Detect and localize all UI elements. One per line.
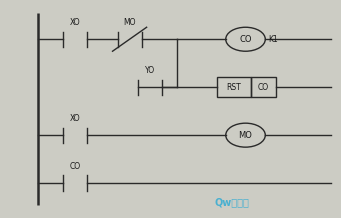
- Text: CO: CO: [258, 83, 269, 92]
- Text: XO: XO: [70, 18, 80, 27]
- Bar: [217, 77, 251, 97]
- Text: CO: CO: [239, 35, 252, 44]
- Text: MO: MO: [239, 131, 252, 140]
- Text: XO: XO: [70, 114, 80, 123]
- Text: RST: RST: [226, 83, 241, 92]
- Text: YO: YO: [145, 66, 155, 75]
- Text: Qw日月辰: Qw日月辰: [214, 197, 249, 207]
- Bar: [251, 77, 276, 97]
- Text: CO: CO: [70, 162, 80, 171]
- Text: K1: K1: [269, 35, 279, 44]
- Text: MO: MO: [123, 18, 136, 27]
